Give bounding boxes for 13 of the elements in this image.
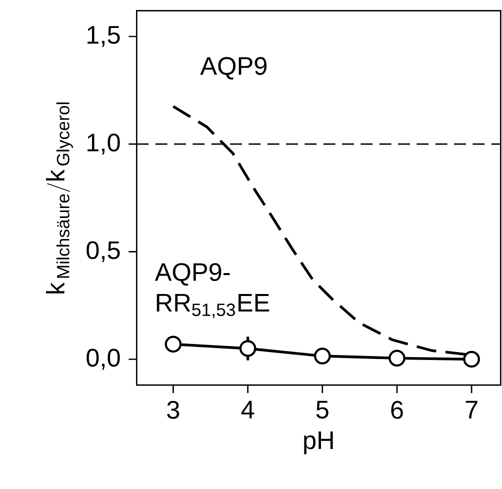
- series-label: AQP9: [200, 57, 267, 80]
- y-tick-label: 0,0: [86, 348, 120, 370]
- y-tick-label: 1,0: [88, 134, 120, 155]
- x-tick-label: 6: [391, 400, 403, 419]
- x-axis-title: pH: [304, 432, 333, 454]
- y-tick-label: 0,5: [86, 241, 120, 262]
- x-tick-label: 3: [167, 400, 180, 419]
- y-axis-title: $\text{k}_{\,\text{Milchsäure}}/\text{k}_{\,\text{Glycerol}}$: [46, 102, 73, 294]
- y-tick-label: 1,5: [88, 26, 120, 47]
- x-tick-label: 4: [241, 400, 254, 418]
- legend-label: AQP9-RR$_{51,53}$EE: [154, 263, 270, 318]
- x-tick-label: 5: [316, 400, 328, 419]
- x-tick-label: 7: [466, 400, 478, 418]
